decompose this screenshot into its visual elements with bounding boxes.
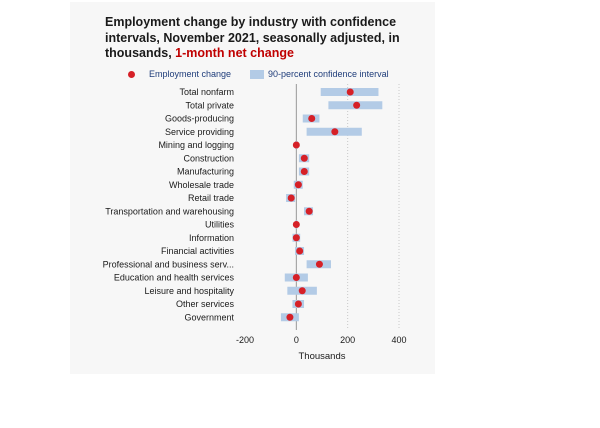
data-point [300,154,308,162]
category-label: Transportation and warehousing [105,206,234,216]
category-label: Goods-producing [165,114,234,124]
category-label: Leisure and hospitality [144,286,234,296]
data-point [292,234,300,242]
category-label: Service providing [165,127,234,137]
data-point [300,168,308,175]
category-labels: Total nonfarm Total private Goods-producin… [103,87,235,322]
data-point [298,287,306,295]
x-tick-label: -200 [236,335,254,345]
category-label: Professional and business serv... [103,259,234,269]
legend-point-marker [128,71,135,78]
data-point [287,194,295,202]
legend-point-label: Employment change [149,69,232,79]
category-label: Financial activities [161,246,235,256]
category-label: Total nonfarm [179,87,234,97]
category-label: Wholesale trade [169,180,234,190]
data-point [315,260,323,268]
data-point [346,88,354,96]
x-tick-label: 0 [294,335,299,345]
category-label: Utilities [205,220,235,230]
data-points [286,88,361,321]
category-label: Government [184,312,234,322]
data-point [294,300,302,308]
category-label: Mining and logging [158,140,234,150]
chart-title: Employment change by industry with confi… [105,15,415,62]
data-point [292,274,300,281]
data-point [292,141,300,149]
category-label: Manufacturing [177,167,234,177]
data-point [294,181,302,189]
legend-interval-swatch [250,70,264,79]
chart-title-main: Employment change by industry with confi… [105,15,400,60]
x-tick-label: 400 [391,335,406,345]
data-point [305,207,313,215]
legend-interval-label: 90-percent confidence interval [268,69,389,79]
data-point [296,247,304,255]
category-label: Total private [185,100,234,110]
x-axis-ticks: -200 0 200 400 [236,335,407,345]
category-label: Education and health services [114,273,235,283]
category-label: Information [189,233,234,243]
category-label: Other services [176,299,235,309]
data-point [331,128,339,136]
category-label: Construction [183,153,234,163]
chart-title-subtitle: 1-month net change [175,46,294,60]
chart-card [70,2,435,374]
x-tick-label: 200 [340,335,355,345]
x-axis-label: Thousands [298,351,345,362]
data-point [308,115,316,122]
data-point [353,101,361,109]
data-point [286,313,294,321]
data-point [292,221,300,228]
category-label: Retail trade [188,193,234,203]
